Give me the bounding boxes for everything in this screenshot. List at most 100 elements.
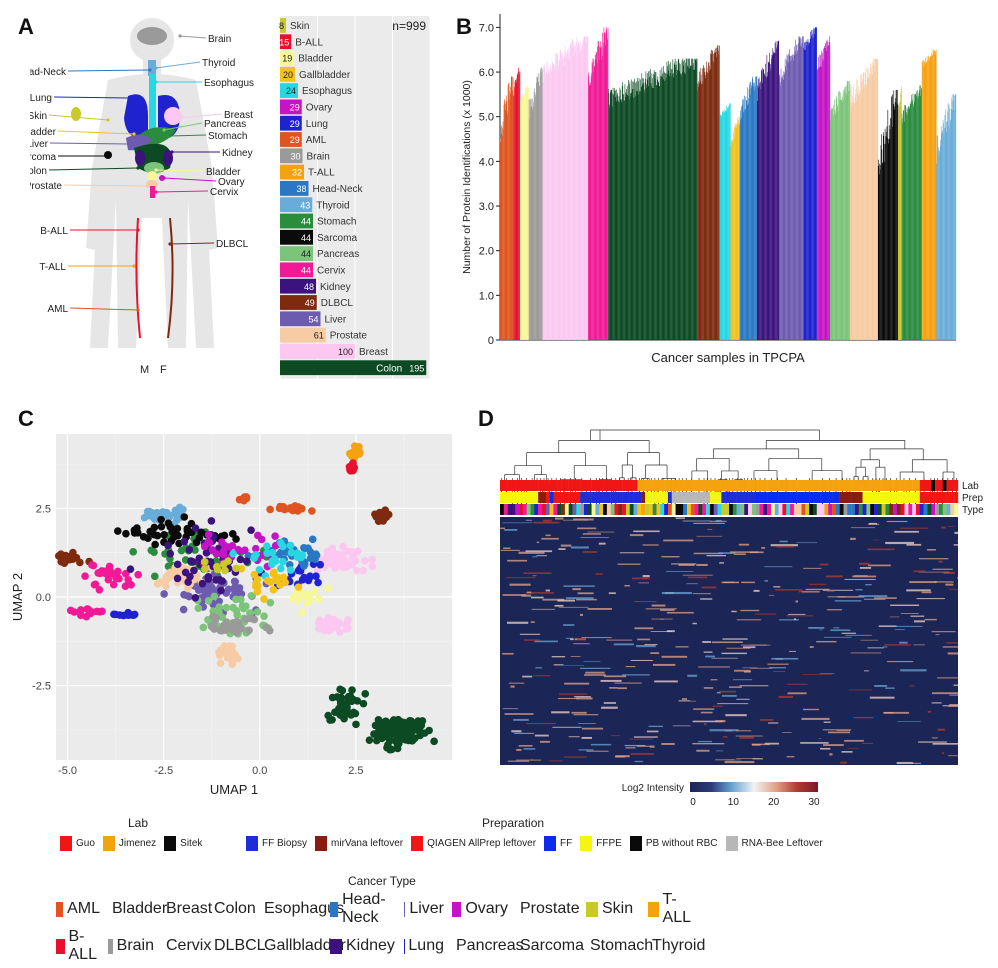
- sample-bar: [550, 64, 551, 340]
- annotation-cell: [500, 480, 505, 491]
- sample-bar: [650, 83, 652, 341]
- sample-bar: [554, 65, 556, 340]
- umap-point: [129, 548, 138, 556]
- annotation-cell: [706, 504, 711, 515]
- organ-label-thyroid: Thyroid: [202, 58, 235, 69]
- umap-point: [207, 517, 216, 525]
- sample-bar: [675, 64, 677, 340]
- heatmap-stripe: [519, 633, 541, 635]
- sample-bar: [807, 42, 808, 340]
- organ-label-gallbladder: Gallbladder: [30, 127, 57, 138]
- annotation-cell: [946, 492, 951, 503]
- heatmap-stripe: [660, 609, 675, 611]
- umap-point: [250, 554, 259, 562]
- sample-bar: [903, 110, 904, 341]
- heatmap-stripe: [848, 689, 872, 691]
- sample-bar: [915, 94, 916, 340]
- annotation-cell: [526, 504, 531, 515]
- heatmap-stripe: [865, 584, 872, 586]
- sample-bar: [762, 67, 764, 340]
- sample-bar: [644, 82, 646, 340]
- sample-bar: [669, 76, 670, 340]
- sample-bar: [759, 83, 761, 340]
- umap-point: [346, 449, 354, 458]
- annotation-cell: [729, 504, 734, 515]
- annotation-cell: [652, 480, 657, 491]
- annotation-cell: [805, 492, 810, 503]
- umap-point: [198, 579, 207, 588]
- sample-bar: [868, 77, 869, 340]
- heatmap-stripe: [613, 643, 634, 646]
- legend-lab: Lab Guo Jimenez Sitek: [60, 816, 210, 851]
- umap-point: [251, 582, 260, 590]
- sample-bar: [811, 34, 813, 340]
- sample-bar: [897, 104, 899, 340]
- sample-bar: [715, 56, 717, 341]
- legend-prep: Preparation FF Biopsy mirVana leftover QIA…: [246, 816, 831, 851]
- sample-bar: [501, 127, 503, 340]
- sample-bar: [875, 58, 877, 341]
- sample-bar: [893, 90, 895, 341]
- sample-bar: [753, 90, 755, 341]
- sample-bar: [563, 59, 565, 341]
- umap-point: [348, 686, 356, 694]
- heatmap-stripe: [885, 541, 915, 545]
- sample-bar: [893, 104, 894, 340]
- sample-bar: [571, 48, 573, 340]
- anatomy-figure: BrainThyroidHead-NeckEsophagusLungBreast…: [30, 18, 254, 376]
- annotation-cell: [614, 480, 619, 491]
- sample-bar: [624, 100, 625, 340]
- sample-bar: [683, 61, 685, 340]
- sample-bar: [596, 62, 598, 341]
- sample-bar: [690, 65, 691, 340]
- sample-bar: [844, 86, 846, 340]
- heatmap-stripe: [645, 608, 677, 610]
- heatmap-stripe: [722, 638, 748, 640]
- annotation-cell: [866, 492, 871, 503]
- sample-bar: [704, 68, 705, 340]
- umap-point: [260, 595, 268, 603]
- sample-bar: [836, 96, 838, 340]
- sample-bar: [504, 99, 505, 340]
- annotation-cell: [595, 504, 600, 515]
- sample-bar: [663, 79, 665, 340]
- umap-point: [147, 546, 156, 555]
- heatmap-stripe: [953, 544, 958, 546]
- sample-bar: [510, 76, 512, 341]
- bar-kidney: [280, 278, 316, 294]
- sample-bar: [557, 70, 559, 341]
- heatmap-stripe: [672, 725, 691, 727]
- legend-swatch: [164, 836, 177, 851]
- sample-bar: [903, 121, 905, 340]
- sample-bar: [512, 77, 514, 340]
- sample-bar: [604, 32, 606, 340]
- organ-label-brain: Brain: [208, 34, 231, 45]
- annotation-cell: [896, 504, 901, 515]
- heatmap-stripe: [823, 636, 852, 638]
- sample-bar: [883, 161, 885, 340]
- heatmap-stripe: [932, 568, 953, 570]
- sample-bar: [941, 131, 943, 340]
- heatmap-stripe: [874, 597, 897, 599]
- sample-bar: [937, 150, 939, 340]
- umap-point: [300, 573, 308, 582]
- sample-bar: [538, 81, 539, 340]
- sample-bar: [916, 96, 918, 341]
- heatmap-stripe: [805, 588, 830, 591]
- sample-bar: [801, 46, 802, 340]
- sample-bar: [652, 78, 653, 341]
- sample-bar: [814, 28, 815, 340]
- heatmap-stripe: [867, 564, 891, 567]
- annotation-cell: [583, 504, 588, 515]
- sample-bar: [621, 102, 623, 340]
- sample-bar: [552, 64, 553, 340]
- sample-bar: [620, 99, 622, 341]
- heatmap-stripe: [572, 588, 581, 591]
- bar-value-label: 195: [409, 363, 424, 373]
- heatmap-stripe: [808, 626, 825, 629]
- umap-point: [130, 610, 139, 619]
- umap-point: [271, 555, 279, 563]
- umap-point: [343, 703, 351, 711]
- sample-bar: [907, 109, 909, 341]
- category-label-thyroid: Thyroid: [316, 200, 349, 211]
